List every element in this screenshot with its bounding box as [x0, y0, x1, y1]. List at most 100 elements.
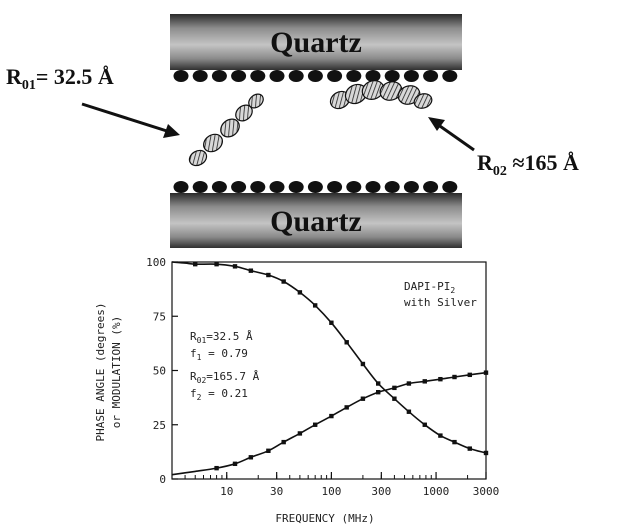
left-distance-label: R01= 32.5 Å: [6, 64, 114, 93]
phase-data-point: [214, 261, 219, 267]
x-tick-label: 300: [371, 485, 391, 498]
y-tick-label: 100: [146, 256, 166, 269]
x-tick-label: 1000: [423, 485, 450, 498]
silver-particle: [211, 70, 227, 82]
silver-particle: [327, 70, 343, 82]
modulation-data-point: [232, 461, 238, 467]
phase-data-point: [360, 361, 366, 367]
silver-particle: [192, 181, 208, 193]
phase-data-point: [297, 290, 303, 295]
modulation-data-point: [266, 448, 271, 453]
silver-particle: [403, 181, 419, 193]
silver-particle: [384, 181, 400, 193]
modulation-data-point: [329, 413, 334, 419]
silver-particle: [211, 181, 227, 193]
modulation-data-point: [392, 385, 397, 391]
modulation-data-point: [467, 372, 472, 378]
modulation-data-point: [438, 376, 443, 382]
silver-particle: [442, 181, 458, 193]
silver-particle: [327, 181, 343, 193]
silver-particle: [423, 181, 439, 193]
silver-particle: [192, 70, 208, 82]
phase-data-point: [452, 439, 457, 445]
modulation-data-point: [281, 439, 286, 445]
phase-data-point: [483, 450, 489, 456]
phase-data-point: [375, 381, 381, 386]
silver-particle: [250, 70, 266, 82]
annotation-f1: f1 = 0.79: [190, 347, 248, 362]
data-points: [193, 261, 489, 471]
silver-particle: [231, 70, 247, 82]
left-arrow: [81, 102, 180, 138]
silver-particle: [384, 70, 400, 82]
y-tick-label: 50: [153, 365, 166, 378]
y-tick-label: 0: [159, 473, 166, 486]
silver-particle: [307, 181, 323, 193]
y-axis-ticks: 0 25 50 75 100: [146, 256, 178, 486]
x-tick-label: 100: [321, 485, 341, 498]
phase-data-point: [329, 320, 334, 325]
modulation-data-point: [452, 374, 457, 380]
silver-particle: [288, 70, 304, 82]
legend-condition: with Silver: [404, 296, 477, 309]
phase-data-point: [467, 446, 472, 451]
silver-particle: [346, 70, 362, 82]
phase-data-point: [406, 409, 412, 414]
modulation-data-point: [360, 396, 366, 401]
silver-particle: [365, 181, 381, 193]
dna-helix-right: [329, 80, 433, 110]
annotation-r02: R02=165.7 Å: [190, 370, 260, 385]
right-arrow: [428, 117, 475, 152]
modulation-data-point: [422, 379, 427, 384]
x-tick-label: 30: [270, 485, 283, 498]
silver-particle: [231, 181, 247, 193]
silver-particle: [346, 181, 362, 193]
phase-data-point: [422, 422, 427, 427]
modulation-data-point: [344, 405, 349, 410]
silver-particle: [288, 181, 304, 193]
silver-particle: [307, 70, 323, 82]
dna-helix-left: [188, 93, 264, 167]
phase-data-point: [193, 261, 198, 267]
x-tick-label: 3000: [473, 485, 500, 498]
top-quartz-plate: Quartz: [170, 14, 462, 70]
modulation-data-point: [248, 455, 254, 460]
annotation-f2: f2 = 0.21: [190, 387, 248, 402]
modulation-data-point: [312, 422, 318, 427]
y-axis-label-line2: or MODULATION (%): [110, 316, 123, 429]
silver-particle: [269, 70, 285, 82]
modulation-data-point: [214, 465, 219, 471]
y-tick-label: 75: [153, 310, 166, 323]
phase-data-point: [248, 268, 254, 273]
y-axis-label-line1: PHASE ANGLE (degrees): [94, 302, 107, 441]
phase-data-point: [312, 303, 318, 308]
phase-data-point: [266, 272, 271, 278]
phase-data-point: [281, 279, 286, 284]
legend-sample: DAPI-PI2: [404, 280, 455, 295]
frequency-response-chart: 0 25 50 75 100 10 30 100 300 1000 3000 FREQUENCY …: [94, 256, 499, 525]
silver-particle: [173, 181, 189, 193]
x-axis-label: FREQUENCY (MHz): [275, 512, 374, 525]
phase-data-point: [232, 264, 238, 269]
y-tick-label: 25: [153, 419, 166, 432]
silver-particle: [269, 181, 285, 193]
modulation-data-point: [375, 390, 381, 395]
phase-data-point: [392, 396, 397, 401]
fit-curves: [171, 261, 487, 476]
silver-particle: [403, 70, 419, 82]
silver-particle: [423, 70, 439, 82]
silver-particle: [442, 70, 458, 82]
modulation-data-point: [483, 370, 489, 375]
bottom-silver-particles: [173, 181, 458, 193]
bottom-plate-label: Quartz: [270, 205, 362, 238]
bottom-quartz-plate: Quartz: [170, 193, 462, 248]
top-plate-label: Quartz: [270, 26, 362, 59]
annotation-r01: R01=32.5 Å: [190, 330, 253, 345]
phase-data-point: [438, 433, 443, 438]
silver-particle: [173, 70, 189, 82]
x-axis-ticks: 10 30 100 300 1000 3000: [171, 472, 500, 498]
silver-particle: [250, 181, 266, 193]
phase-data-point: [344, 340, 349, 345]
right-distance-label: R02 ≈165 Å: [477, 150, 579, 179]
